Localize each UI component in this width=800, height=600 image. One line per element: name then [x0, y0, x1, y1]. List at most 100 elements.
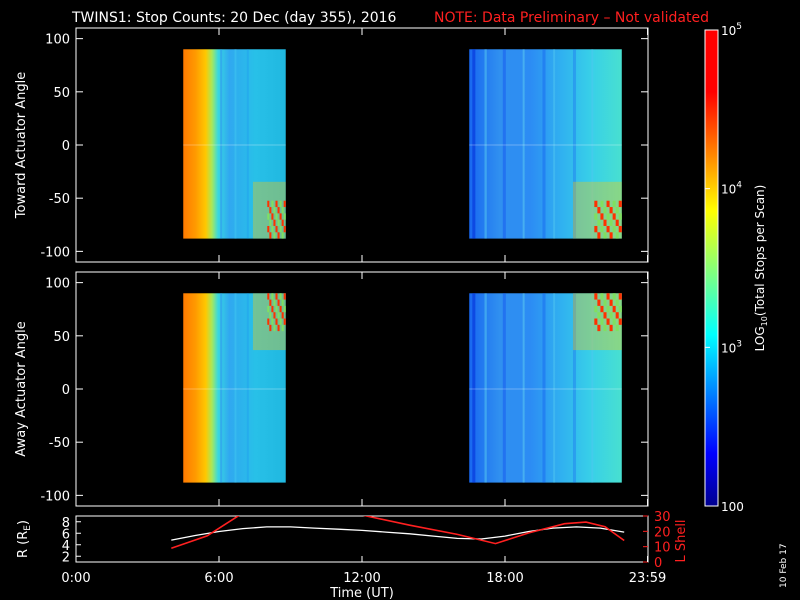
left-y-tick-label: 4	[62, 539, 70, 554]
heatmap-checker-cell	[277, 299, 280, 306]
heatmap-streak	[572, 49, 577, 239]
y-tick-label: 50	[53, 86, 70, 101]
left-y-axis-label: R (RE)	[16, 520, 33, 558]
heatmap-checker-cell	[283, 213, 286, 220]
colorbar-tick-label: 105	[721, 22, 742, 38]
colorbar-tick-label: 104	[721, 181, 742, 197]
heatmap-checker-cell	[600, 200, 604, 208]
left-y-tick-label: 6	[62, 527, 70, 542]
heatmap-checker-cell	[281, 219, 284, 226]
x-tick-label: 18:00	[486, 571, 523, 586]
heatmap-checker-cell	[612, 318, 616, 325]
colorbar-label-sub: 10	[760, 316, 769, 326]
heatmap-checker-cell	[281, 299, 284, 306]
heatmap-checker-cell	[606, 213, 610, 220]
orbit-frame	[75, 515, 649, 563]
right-y-tick-label: 10	[654, 541, 671, 556]
heatmap-streak	[572, 293, 577, 483]
lshell-line-1	[171, 516, 240, 549]
heatmap-zero-band	[469, 144, 622, 146]
left-label-main: R (R	[16, 531, 31, 558]
heatmap-checker-cell	[279, 305, 282, 313]
heatmap-checker-cell	[612, 293, 616, 300]
heatmap-checker-cell	[275, 318, 278, 325]
heatmap-checker-cell	[277, 219, 280, 226]
right-y-tick-label: 0	[654, 556, 662, 571]
heatmap-checker-cell	[618, 318, 622, 325]
preliminary-note: NOTE: Data Preliminary – Not validated	[434, 10, 709, 26]
colorbar-tick-exp: 5	[736, 22, 742, 32]
heatmap-checker-cell	[277, 207, 280, 214]
heatmap-checker-cell	[273, 232, 276, 239]
heatmap-checker-cell	[618, 225, 622, 233]
heatmap-streak	[246, 293, 249, 483]
heatmap-checker-cell	[594, 225, 598, 233]
heatmap-zero-band	[469, 388, 622, 390]
toward-panel: 100 50 0 -50 -100 Toward Actuator Angle	[14, 27, 649, 263]
colorbar-tick-base: 10	[721, 24, 736, 38]
heatmap-checker-cell	[594, 318, 598, 325]
heatmap-checker-cell	[283, 200, 286, 208]
colorbar-label-main: LOG	[753, 326, 767, 351]
heatmap-checker-cell	[606, 318, 610, 325]
colorbar-label-end: (Total Stops per Scan)	[753, 185, 767, 316]
heatmap-checker-cell	[275, 213, 278, 220]
x-tick-label: 12:00	[343, 571, 380, 586]
heatmap-streak	[542, 49, 546, 239]
heatmap-checker-cell	[603, 219, 607, 226]
colorbar-tick-base: 100	[721, 500, 744, 514]
heatmap-checker-cell	[279, 213, 282, 220]
heatmap-checker-cell	[597, 232, 601, 239]
colorbar-tick-base: 10	[721, 341, 736, 355]
heatmap-streak	[522, 293, 525, 483]
colorbar-label: LOG10(Total Stops per Scan)	[753, 185, 769, 352]
lshell-line-2	[362, 516, 625, 545]
colorbar-tick-exp: 4	[736, 181, 742, 191]
heatmap-checker-cell	[267, 213, 270, 220]
heatmap-streak	[246, 49, 249, 239]
heatmap-checker-cell	[269, 219, 272, 226]
radius-line	[171, 526, 625, 541]
colorbar-tick-exp: 3	[736, 339, 742, 349]
heatmap-checker-cell	[600, 293, 604, 300]
heatmap-checker-cell	[273, 299, 276, 306]
colorbar-tick-label: 100	[721, 500, 744, 514]
heatmap-checker-cell	[269, 299, 272, 306]
heatmap-checker-cell	[267, 305, 270, 313]
y-tick-label: -50	[49, 436, 70, 451]
heatmap-checker-cell	[603, 324, 607, 332]
heatmap-checker-cell	[275, 293, 278, 300]
heatmap-checker-cell	[603, 207, 607, 214]
colorbar-tick-label: 103	[721, 339, 742, 355]
y-axis-label: Away Actuator Angle	[14, 321, 29, 456]
heatmap-checker-cell	[618, 305, 622, 313]
heatmap-checker-cell	[600, 305, 604, 313]
heatmap-checker-cell	[271, 213, 274, 220]
heatmap-checker-cell	[594, 305, 598, 313]
away-panel: 100 50 0 -50 -100 Away Actuator Angle	[14, 271, 649, 507]
heatmap-streak	[484, 293, 487, 483]
heatmap-checker-cell	[271, 200, 274, 208]
heatmap-checker-cell	[609, 219, 613, 226]
heatmap-checker-cell	[603, 312, 607, 319]
x-tick-label: 6:00	[204, 571, 233, 586]
heatmap-checker-cell	[271, 318, 274, 325]
heatmap-zero-band	[183, 388, 286, 390]
y-tick-label: -50	[49, 192, 70, 207]
heatmap-checker-cell	[281, 232, 284, 239]
heatmap-checker-cell	[606, 225, 610, 233]
heatmap-checker-cell	[609, 207, 613, 214]
heatmap-checker-cell	[609, 299, 613, 306]
heatmap-streak	[502, 293, 506, 483]
heatmap-checker-cell	[606, 293, 610, 300]
heatmap-checker-cell	[269, 207, 272, 214]
heatmap-streak	[591, 293, 594, 483]
heatmap-checker-cell	[283, 318, 286, 325]
heatmap-checker-cell	[594, 293, 598, 300]
y-tick-label: 50	[53, 330, 70, 345]
heatmap-checker-cell	[275, 305, 278, 313]
heatmap-checker-cell	[277, 324, 280, 332]
heatmap-checker-cell	[612, 200, 616, 208]
heatmap-streak	[234, 293, 237, 483]
